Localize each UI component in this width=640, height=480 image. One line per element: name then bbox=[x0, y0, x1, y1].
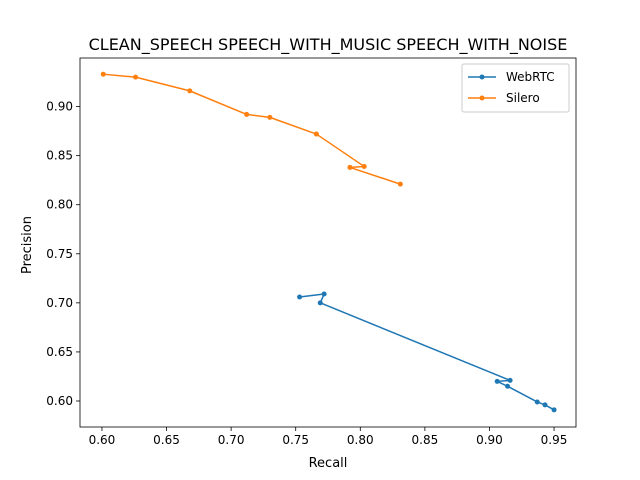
x-tick-label: 0.85 bbox=[412, 433, 439, 447]
series-1-point-8 bbox=[397, 181, 403, 187]
series-1-point-0 bbox=[100, 71, 106, 77]
series-1-point-3 bbox=[244, 111, 250, 117]
series-1-point-6 bbox=[361, 163, 367, 169]
y-tick-label: 0.75 bbox=[46, 247, 73, 261]
series-1-point-5 bbox=[313, 131, 319, 137]
series-0-point-4 bbox=[494, 378, 500, 384]
series-0-point-3 bbox=[507, 377, 513, 383]
x-tick-label: 0.75 bbox=[282, 433, 309, 447]
y-tick-label: 0.80 bbox=[46, 198, 73, 212]
series-1-point-4 bbox=[267, 114, 273, 120]
series-1-point-7 bbox=[347, 164, 353, 170]
y-tick-label: 0.60 bbox=[46, 394, 73, 408]
y-tick-label: 0.90 bbox=[46, 100, 73, 114]
y-axis-label: Precision bbox=[20, 216, 35, 274]
x-tick-label: 0.65 bbox=[153, 433, 180, 447]
y-tick-label: 0.65 bbox=[46, 345, 73, 359]
series-0-point-7 bbox=[542, 402, 548, 408]
x-tick-label: 0.95 bbox=[541, 433, 568, 447]
series-0-point-2 bbox=[317, 300, 323, 306]
series-0-point-0 bbox=[297, 294, 303, 300]
legend-box bbox=[461, 63, 570, 113]
plot-area: 0.60 0.65 0.70 0.75 0.80 0.85 0.90 0.95 0.60 0.65… bbox=[46, 57, 577, 447]
series-0-point-5 bbox=[505, 383, 511, 389]
legend-label-0: WebRTC bbox=[506, 70, 555, 84]
series-0-point-6 bbox=[534, 399, 540, 405]
y-tick-label: 0.85 bbox=[46, 149, 73, 163]
axes-frame bbox=[79, 57, 577, 428]
series-1-point-1 bbox=[133, 74, 139, 80]
x-tick-label: 0.90 bbox=[476, 433, 503, 447]
legend-label-1: Silero bbox=[506, 91, 540, 105]
legend-marker-0 bbox=[479, 74, 485, 80]
series-0-point-1 bbox=[321, 291, 327, 297]
x-tick-label: 0.80 bbox=[347, 433, 374, 447]
x-tick-label: 0.60 bbox=[89, 433, 116, 447]
y-tick-label: 0.70 bbox=[46, 296, 73, 310]
legend: WebRTC Silero bbox=[461, 63, 570, 113]
chart-title: CLEAN_SPEECH SPEECH_WITH_MUSIC SPEECH_WI… bbox=[89, 35, 568, 55]
series-1-point-2 bbox=[187, 88, 193, 94]
x-axis-label: Recall bbox=[309, 456, 348, 471]
x-tick-label: 0.70 bbox=[218, 433, 245, 447]
legend-marker-1 bbox=[479, 95, 485, 101]
series-0-point-8 bbox=[551, 407, 557, 413]
